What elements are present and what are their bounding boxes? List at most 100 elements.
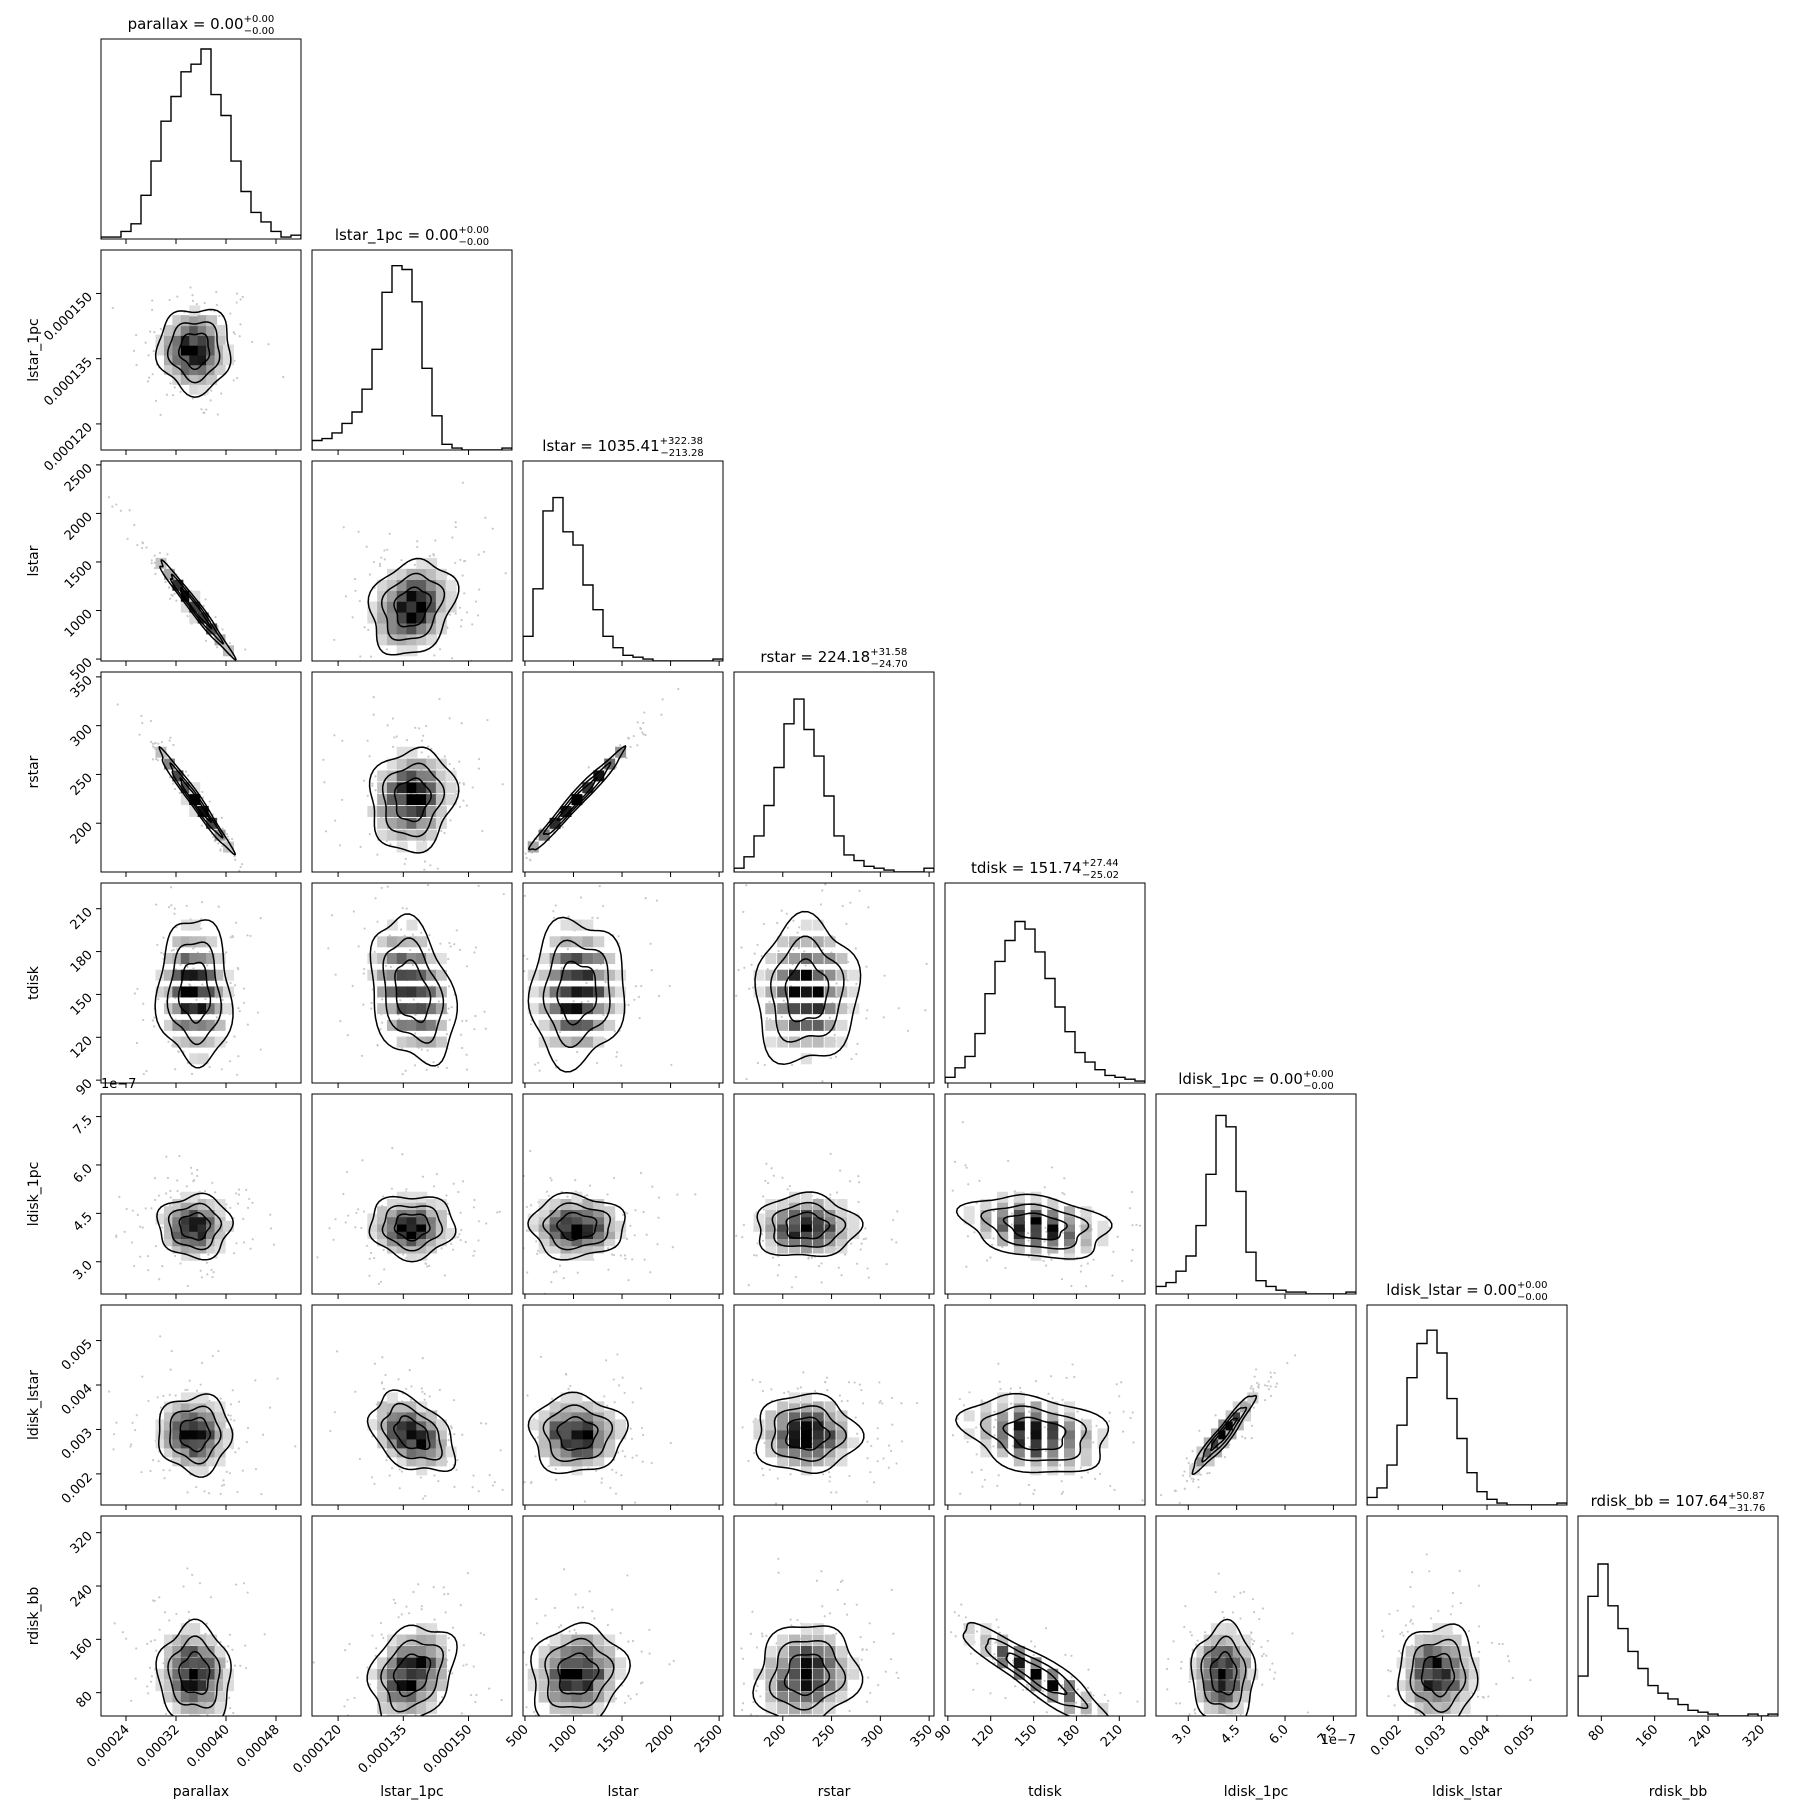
scatter-point [130,1699,133,1702]
density-cell [777,1198,789,1210]
scatter-point [346,900,348,902]
scatter-point [824,883,827,886]
density-cell [582,1206,594,1218]
scatter-point [461,926,463,928]
panel-lstar-vs-lstar_1pc [311,460,513,677]
scatter-point [623,1391,626,1394]
scatter-point [484,960,486,962]
scatter-point [352,910,355,913]
density-cell [180,344,192,356]
scatter-point [369,655,373,658]
scatter-point [382,1248,385,1252]
scatter-point [554,1478,558,1481]
x-tick-label: 500 [504,1722,532,1750]
scatter-point [464,1240,467,1244]
density-cell [386,1714,398,1716]
scatter-point [615,1055,618,1058]
density-cell [426,1228,438,1240]
scatter-point [405,1387,408,1391]
density-cell [538,953,550,965]
scatter-point [448,1649,451,1652]
scatter-point [786,1188,789,1191]
density-cell [571,1680,583,1692]
scatter-point [246,1206,250,1209]
density-cell [549,986,561,998]
scatter-point [472,1206,475,1209]
density-cell [214,1206,226,1218]
density-cell [604,1437,616,1449]
scatter-point [448,613,451,616]
scatter-point [269,704,271,706]
density-cell [386,817,398,829]
density-cell [426,1019,438,1031]
title-rstar: rstar = 224.18+31.58 −24.70 [760,647,907,670]
scatter-point [343,859,345,861]
density-cell [180,1191,192,1203]
density-cell [214,1003,226,1015]
scatter-point [790,1624,793,1627]
density-ldisk_lstar-lstar_1pc [329,1350,504,1500]
scatter-point [133,1264,136,1268]
contour-3sigma [955,1392,1110,1474]
scatter-point [366,739,369,742]
density-cell [367,601,379,613]
scatter-point [897,1676,900,1680]
scatter-point [236,669,238,671]
scatter-point [639,1387,642,1390]
contour-3sigma [368,746,460,854]
density-cell [416,986,428,998]
scatter-point [1146,1392,1148,1394]
density-ldisk_lstar-parallax [108,1335,297,1496]
scatter-point [855,982,858,985]
density-cell [571,1206,583,1218]
scatter-point [141,721,144,725]
density-cell [753,1428,765,1440]
scatter-point [770,1167,773,1170]
scatter-point [510,881,512,883]
scatter-point [657,1216,660,1219]
density-cell [406,1213,418,1225]
scatter-point [388,532,391,535]
density-cell [406,936,418,948]
scatter-point [588,1184,592,1187]
scatter-point [1241,1435,1244,1438]
scatter-point [161,1265,164,1268]
scatter-point [461,1019,464,1023]
density-cell [1047,1464,1059,1476]
density-cell [435,1634,447,1646]
scatter-point [199,1383,202,1386]
density-cell [1063,1428,1075,1440]
y-axis-label-lstar_1pc: lstar_1pc [26,318,42,382]
density-cell [836,1455,848,1467]
density-cell [997,1392,1009,1404]
density-cell [426,1455,438,1467]
scatter-point [728,1211,730,1213]
scatter-point [1018,1386,1022,1389]
density-cell [593,1036,605,1048]
scatter-point [460,1712,463,1715]
scatter-point [1026,1436,1030,1440]
scatter-point [495,1071,497,1073]
scatter-point [465,611,469,614]
scatter-point [312,1661,315,1664]
scatter-point [1147,1531,1149,1533]
scatter-point [780,909,783,912]
density-cell [189,1714,201,1716]
scatter-point [225,832,228,836]
scatter-point [184,1723,186,1725]
density-cell [416,936,428,948]
scatter-point [239,1100,241,1102]
density-cell [406,1657,418,1669]
scatter-point [203,1490,206,1493]
scatter-point [200,927,203,930]
density-cell [377,1206,389,1218]
scatter-point [397,675,399,677]
scatter-point [132,349,136,353]
scatter-point [890,1238,893,1241]
density-cell [406,1249,418,1261]
density-cell [197,612,209,624]
density-cell [549,1702,561,1714]
density-cell [189,601,201,613]
scatter-point [136,1213,139,1216]
scatter-point [474,1686,476,1688]
